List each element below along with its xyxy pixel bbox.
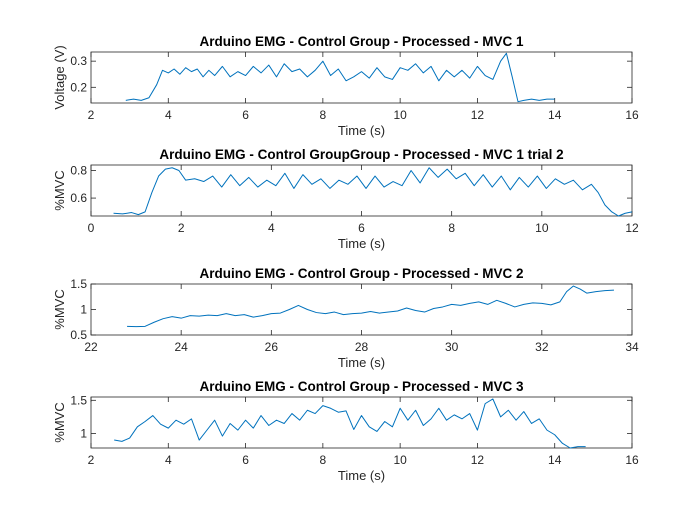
plot-area-3	[90, 283, 633, 336]
y-tick-label: 0.2	[70, 80, 87, 94]
x-axis-label: Time (s)	[338, 468, 385, 483]
x-tick-label: 2	[88, 453, 95, 467]
y-tick-label: 0.3	[70, 54, 87, 68]
subplot-2: 0 2 4 6 8 10 12 0.6 0.8 Arduino EMG - Control Gro…	[52, 147, 639, 251]
y-axis-label: %MVC	[52, 402, 67, 442]
subplot-1: 2 4 6 8 10 12 14 16 0.2 0.3 Arduino EMG - Control …	[52, 34, 639, 138]
y-axis-label: %MVC	[52, 289, 67, 329]
x-tick-label: 10	[535, 221, 549, 235]
x-tick-label: 16	[625, 453, 639, 467]
x-tick-label: 10	[393, 453, 407, 467]
x-tick-label: 10	[393, 108, 407, 122]
x-tick-label: 16	[625, 108, 639, 122]
y-tick-label: 0.6	[70, 191, 87, 205]
y-tick-label: 0.8	[70, 164, 87, 178]
x-tick-label: 0	[88, 221, 95, 235]
x-tick-label: 2	[178, 221, 185, 235]
x-tick-label: 30	[445, 340, 459, 354]
x-tick-label: 26	[265, 340, 279, 354]
chart-title: Arduino EMG - Control Group - Processed …	[199, 379, 524, 394]
plot-area-1	[90, 51, 633, 104]
x-tick-label: 6	[358, 221, 365, 235]
series-line-2-1	[113, 167, 633, 217]
x-tick-label: 8	[320, 108, 327, 122]
chart-title: Arduino EMG - Control Group - Processed …	[199, 266, 523, 281]
subplot-4: 2 4 6 8 10 12 14 16 1 1.5 Arduino EMG - Control Gr…	[52, 379, 639, 483]
x-axis-label: Time (s)	[338, 123, 385, 138]
x-axis-label: Time (s)	[338, 355, 385, 370]
x-tick-label: 12	[471, 108, 485, 122]
subplot-3: 22 24 26 28 30 32 34 0.5 1 1.5 Arduino EMG - Contr…	[52, 266, 639, 370]
y-axis-label: %MVC	[52, 170, 67, 210]
y-tick-label: 1	[80, 303, 87, 317]
x-tick-label: 8	[320, 453, 327, 467]
chart-title: Arduino EMG - Control Group - Processed …	[199, 34, 524, 49]
y-axis-label: Voltage (V)	[52, 45, 67, 109]
x-tick-label: 14	[548, 453, 562, 467]
x-tick-label: 2	[88, 108, 95, 122]
y-tick-label: 0.5	[70, 328, 87, 342]
x-tick-label: 12	[471, 453, 485, 467]
x-axis-label: Time (s)	[338, 236, 385, 251]
x-tick-label: 8	[448, 221, 455, 235]
series-line-1-1	[125, 52, 555, 103]
y-tick-label: 1.5	[70, 393, 87, 407]
plot-area-4	[90, 396, 633, 449]
x-tick-label: 22	[84, 340, 98, 354]
plot-area-2	[90, 164, 633, 217]
x-tick-label: 24	[174, 340, 188, 354]
x-tick-label: 14	[548, 108, 562, 122]
chart-title: Arduino EMG - Control GroupGroup - Proce…	[159, 147, 563, 162]
x-tick-label: 32	[535, 340, 549, 354]
series-line-4-1	[114, 398, 586, 449]
y-tick-label: 1	[80, 426, 87, 440]
x-tick-label: 6	[242, 453, 249, 467]
x-tick-label: 34	[625, 340, 639, 354]
x-tick-label: 6	[242, 108, 249, 122]
x-tick-label: 28	[355, 340, 369, 354]
x-tick-label: 4	[268, 221, 275, 235]
x-tick-label: 12	[625, 221, 639, 235]
x-tick-label: 4	[165, 108, 172, 122]
y-tick-label: 1.5	[70, 277, 87, 291]
series-line-3-1	[127, 285, 614, 328]
x-tick-label: 4	[165, 453, 172, 467]
